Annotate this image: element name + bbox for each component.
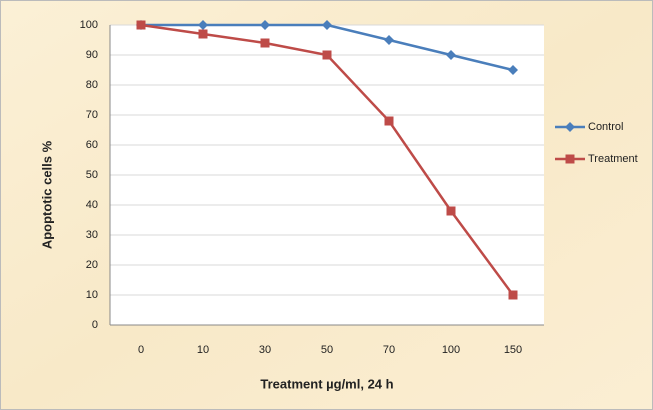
marker <box>446 206 456 216</box>
y-axis-title: Apoptotic cells % <box>39 140 54 249</box>
marker <box>260 20 270 30</box>
x-tick-label: 70 <box>383 344 395 356</box>
y-tick-label: 60 <box>86 139 98 151</box>
y-tick-label: 50 <box>86 169 98 181</box>
marker <box>508 290 518 300</box>
marker <box>508 65 518 75</box>
y-tick-label: 30 <box>86 229 98 241</box>
marker <box>260 38 270 48</box>
y-tick-label: 80 <box>86 79 98 91</box>
x-tick-label: 0 <box>138 344 144 356</box>
marker <box>446 50 456 60</box>
marker <box>565 154 575 164</box>
marker <box>384 116 394 126</box>
x-tick-label: 150 <box>504 344 522 356</box>
x-tick-label: 100 <box>442 344 460 356</box>
legend-label: Control <box>588 121 623 133</box>
x-tick-label: 50 <box>321 344 333 356</box>
legend-label: Treatment <box>588 153 638 165</box>
marker <box>322 20 332 30</box>
marker <box>198 20 208 30</box>
marker <box>384 35 394 45</box>
y-tick-label: 0 <box>92 319 98 331</box>
x-tick-label: 30 <box>259 344 271 356</box>
marker <box>198 29 208 39</box>
y-tick-label: 100 <box>80 19 98 31</box>
x-tick-label: 10 <box>197 344 209 356</box>
y-tick-label: 70 <box>86 109 98 121</box>
y-tick-label: 90 <box>86 49 98 61</box>
marker <box>136 20 146 30</box>
marker <box>322 50 332 60</box>
y-tick-label: 40 <box>86 199 98 211</box>
marker <box>565 122 575 132</box>
x-axis-title: Treatment µg/ml, 24 h <box>260 376 393 391</box>
y-tick-label: 20 <box>86 259 98 271</box>
y-tick-label: 10 <box>86 289 98 301</box>
